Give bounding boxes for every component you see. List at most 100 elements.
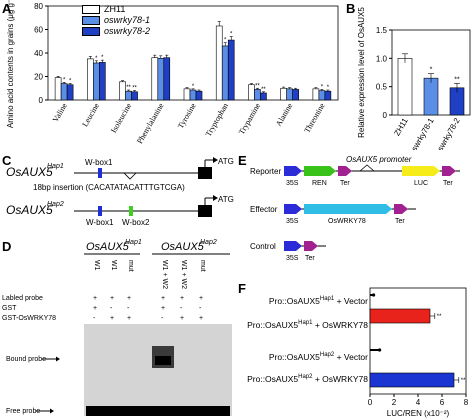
x-tick-label: Phenylalanine bbox=[135, 101, 166, 145]
significance-mark: ** bbox=[126, 85, 131, 91]
emsa-hap2-title: OsAUX5 bbox=[161, 241, 205, 253]
legend-swatch-zh11 bbox=[82, 5, 100, 14]
luc-row-pre: Pro::OsAUX5 bbox=[247, 373, 299, 384]
x-tick-label: ZH11 bbox=[392, 116, 410, 137]
significance-mark: ** bbox=[454, 76, 460, 83]
hap1-atg-arrowhead bbox=[213, 157, 218, 163]
promoter-diagram: OsAUX5 Hap1 W-box1 ATG 18bp insertion (C… bbox=[6, 157, 234, 227]
bar bbox=[125, 90, 132, 101]
luc-row-sup: Hap2 bbox=[319, 352, 335, 358]
emsa-hap2-sup: Hap2 bbox=[200, 239, 217, 246]
lane-label: mut bbox=[127, 260, 134, 272]
luc-gene bbox=[402, 166, 440, 176]
x-tick-label: 2 bbox=[392, 398, 397, 407]
bar bbox=[183, 88, 191, 101]
reporter-35s-label: 35S bbox=[286, 180, 299, 187]
significance-mark: * bbox=[230, 31, 233, 37]
construct-diagram: Reporter OsAUX5 promoter 35S REN Ter LUC… bbox=[250, 155, 460, 262]
emsa-hap1-title: OsAUX5 bbox=[86, 241, 130, 253]
ren-label: REN bbox=[312, 180, 327, 187]
x-tick-label: Alanine bbox=[274, 101, 295, 128]
reporter-label: Reporter bbox=[250, 167, 281, 176]
hap2-atg-label: ATG bbox=[218, 195, 234, 204]
x-tick-label: Tyrosine bbox=[176, 101, 198, 130]
luc-row-pre: Pro::OsAUX5 bbox=[247, 319, 299, 330]
bar bbox=[423, 77, 439, 116]
luc-ratio-chart: 0 2 4 6 8 LUC/REN (x10⁻²) ** ** bbox=[368, 287, 469, 418]
bar bbox=[324, 90, 332, 101]
significance-mark: ** bbox=[132, 86, 137, 92]
bar bbox=[369, 372, 455, 388]
bar bbox=[369, 308, 431, 324]
bar bbox=[370, 294, 374, 296]
bar bbox=[54, 77, 62, 101]
significance-mark: * bbox=[69, 79, 72, 85]
panel-label-b: B bbox=[346, 1, 356, 16]
data-point bbox=[372, 293, 376, 297]
control-label: Control bbox=[250, 242, 276, 251]
free-probe-arrowhead bbox=[50, 408, 54, 414]
lane-label: W1 + W2 bbox=[180, 260, 187, 289]
amino-acid-chart: 0 20 40 60 80 Amino acid contents in grains (… bbox=[6, 0, 339, 145]
x-tick-label: Valine bbox=[51, 101, 69, 124]
bound-probe-arrowhead bbox=[56, 356, 60, 362]
panel-label-c: C bbox=[2, 153, 12, 168]
y-tick-label: 0 bbox=[383, 111, 388, 120]
y-tick-label: 20 bbox=[34, 73, 43, 82]
significance-mark: * bbox=[101, 55, 104, 61]
legend-swatch-wrky2 bbox=[82, 27, 100, 36]
luc-row-sup: Hap1 bbox=[298, 320, 313, 326]
significance-mark: ** bbox=[255, 83, 260, 89]
bound-band bbox=[155, 356, 171, 365]
bar bbox=[397, 58, 413, 116]
x-tick-label: Threonine bbox=[302, 101, 326, 134]
y-tick-label: 40 bbox=[34, 49, 43, 58]
luc-row-post: + OsWRKY78 bbox=[312, 373, 368, 384]
control-ter bbox=[304, 241, 318, 251]
bar bbox=[157, 57, 165, 101]
panel-label-a: A bbox=[2, 1, 12, 16]
hap1-gene-box bbox=[198, 167, 212, 179]
emsa-sign: - bbox=[93, 315, 96, 322]
legend-a: ZH11 oswrky78-1 oswrky78-2 bbox=[82, 4, 150, 37]
emsa-sign: + bbox=[161, 305, 165, 312]
emsa-sign: + bbox=[93, 295, 97, 302]
legend-item-zh11: ZH11 bbox=[82, 4, 150, 15]
hap2-name: OsAUX5 bbox=[6, 203, 53, 217]
wbox1-label-hap1: W-box1 bbox=[85, 158, 113, 167]
emsa-sign-grid: + + + + + + + - - + - - - + + - + + bbox=[93, 295, 203, 322]
x-tick-label: oswrky78-2 bbox=[433, 116, 462, 150]
hap2-gene-box bbox=[198, 205, 212, 217]
significance-mark: * bbox=[95, 56, 98, 62]
emsa-sign: + bbox=[161, 295, 165, 302]
hap2-sup: Hap2 bbox=[47, 201, 64, 208]
luc-row-pre: Pro::OsAUX5 bbox=[268, 295, 320, 306]
luc-row-label-3: Pro::OsAUX5Hap2 + Vector bbox=[238, 348, 368, 372]
x-tick-label: 6 bbox=[440, 398, 445, 407]
oswrky78-gene bbox=[304, 204, 392, 214]
x-tick-label: Leucine bbox=[80, 101, 101, 128]
effector-35s-arrow bbox=[284, 204, 302, 214]
emsa-sign: - bbox=[199, 305, 202, 312]
reporter-ter-label-2: Ter bbox=[443, 180, 453, 187]
y-tick-label: 1.5 bbox=[376, 26, 388, 35]
emsa-sign: + bbox=[127, 315, 131, 322]
y-tick-label: 0 bbox=[39, 96, 44, 105]
control-35s-label: 35S bbox=[286, 255, 299, 262]
row-label-labeled-probe: Labled probe bbox=[2, 295, 43, 302]
emsa-sign: - bbox=[180, 305, 183, 312]
y-tick-label: 0.5 bbox=[376, 83, 388, 92]
emsa-sign: + bbox=[199, 295, 203, 302]
emsa-sign: + bbox=[110, 315, 114, 322]
luc-row-labels: Pro::OsAUX5Hap1 + Vector Pro::OsAUX5Hap1… bbox=[238, 292, 368, 392]
significance-mark: ** bbox=[461, 378, 466, 384]
bar bbox=[151, 57, 159, 101]
bar bbox=[280, 87, 287, 101]
y-tick-label: 60 bbox=[34, 26, 43, 35]
emsa-sign: + bbox=[127, 295, 131, 302]
luc-row-sup: Hap2 bbox=[298, 374, 313, 380]
row-label-gst: GST bbox=[2, 305, 17, 312]
lane-label: W1 bbox=[110, 260, 117, 271]
emsa-sign: - bbox=[127, 305, 130, 312]
significance-mark: ** bbox=[261, 87, 266, 93]
